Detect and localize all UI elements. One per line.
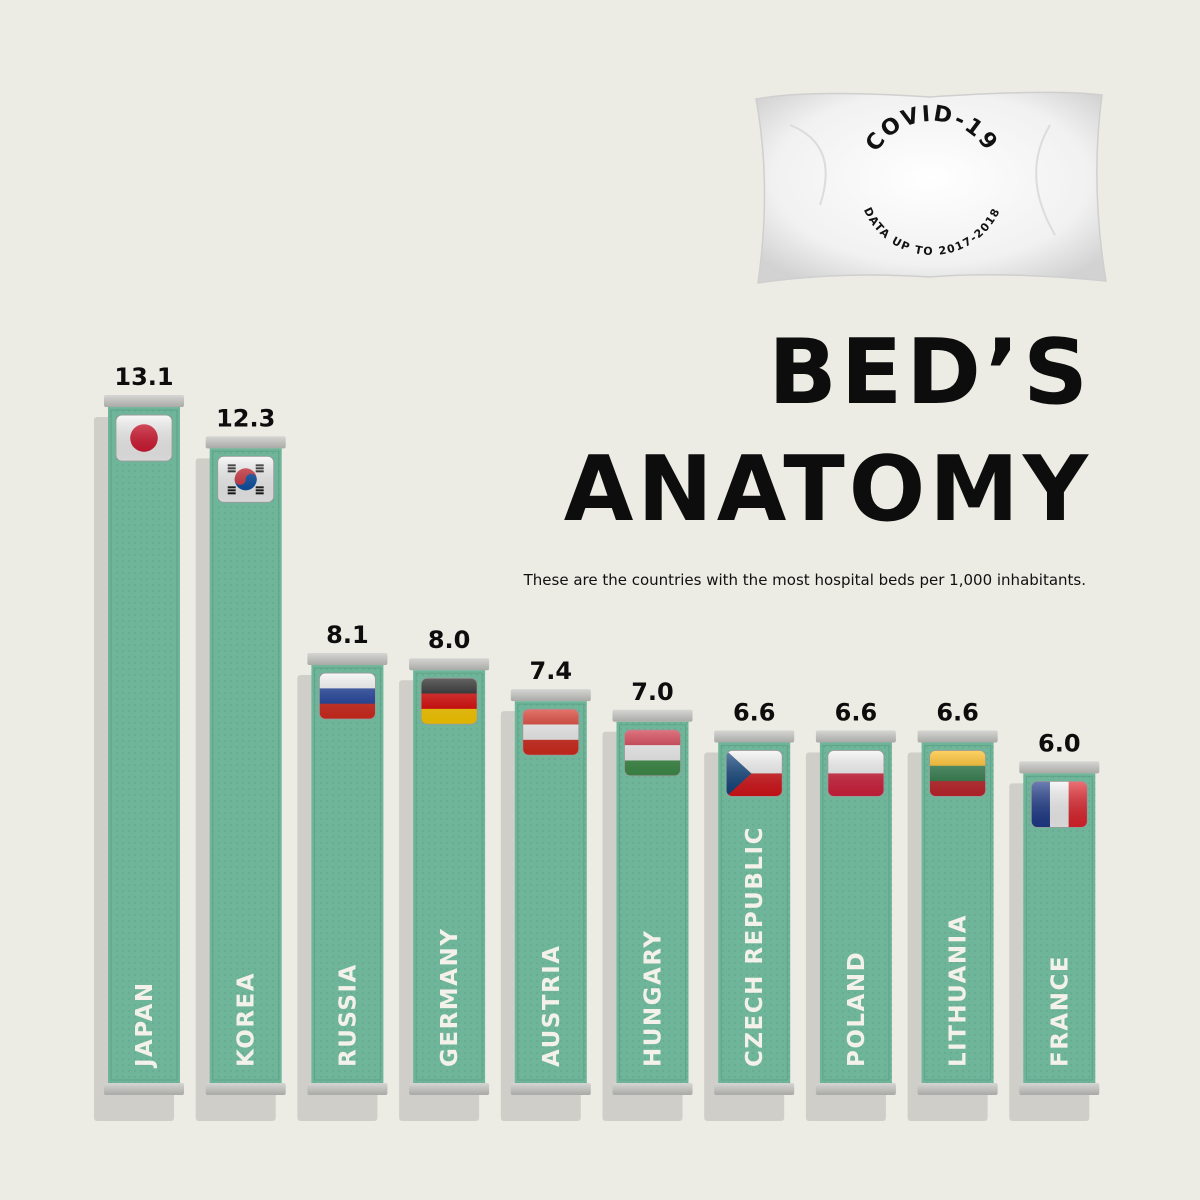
bar-value-label: 8.1 [326,621,369,649]
bar-category-label: HUNGARY [641,930,667,1067]
france-flag-icon [1030,781,1088,828]
bar-stitch [313,667,381,1081]
bar-rect [108,407,180,1083]
bar-japan: 13.1 JAPAN [94,363,184,1121]
bar-category-label: RUSSIA [335,963,361,1067]
bed-headboard [307,653,388,666]
page-subtitle: These are the countries with the most ho… [523,571,1086,589]
page-title-line-1: BED’S [768,320,1092,425]
japan-flag-icon [115,414,173,462]
bed-headboard [510,689,591,702]
bed-headboard [205,436,286,449]
bed-footboard [409,1083,490,1095]
bar-rect [718,742,791,1083]
bar-value-label: 6.6 [733,698,776,726]
bar-stitch [619,724,686,1081]
korea-flag-icon [217,455,275,503]
bar-stitch [110,409,178,1081]
bar-rect [311,665,384,1083]
bar-hungary: 7.0 HUNGARY [602,678,693,1121]
bed-headboard [815,730,896,743]
bar-czech-republic: 6.6 CZECH REPUBLIC [704,698,795,1121]
bar-value-label: 13.1 [114,363,173,391]
bed-footboard [307,1083,388,1095]
bed-headboard [409,658,490,671]
bar-category-label: GERMANY [437,928,463,1067]
bed-headboard [714,730,795,743]
bar-category-label: FRANCE [1047,955,1073,1067]
bar-russia: 8.1 RUSSIA [297,621,388,1121]
bed-headboard [104,395,184,408]
bed-footboard [1019,1083,1100,1095]
bar-category-label: CZECH REPUBLIC [742,826,768,1067]
germany-flag-icon [420,677,478,725]
bar-rect [616,721,689,1083]
hungary-flag-icon [624,729,681,777]
bar-austria: 7.4 AUSTRIA [500,657,591,1121]
bar-rect [921,742,994,1083]
bar-rect [819,742,892,1083]
austria-flag-icon [522,708,580,756]
bar-stitch [415,672,483,1081]
bar-value-label: 12.3 [216,404,275,432]
bar-stitch [924,744,992,1081]
bar-stitch [822,744,890,1081]
bar-value-label: 8.0 [428,626,471,654]
bed-footboard [104,1083,184,1095]
russia-flag-icon [318,672,376,720]
lithuania-flag-icon [929,750,986,797]
bar-rect [413,670,486,1083]
bar-rect [514,701,587,1083]
bed-headboard [612,709,693,722]
bar-category-label: LITHUANIA [946,914,972,1067]
bar-germany: 8.0 GERMANY [399,626,490,1121]
bar-value-label: 7.4 [530,657,573,685]
bed-footboard [714,1083,795,1095]
bar-category-label: KOREA [234,972,260,1067]
bar-lithuania: 6.6 LITHUANIA [907,698,998,1121]
bar-stitch [212,450,280,1081]
bar-value-label: 6.6 [936,698,979,726]
bed-headboard [1019,761,1100,774]
bar-category-label: AUSTRIA [539,944,565,1067]
bar-poland: 6.6 POLAND [805,698,896,1121]
poland-flag-icon [827,750,885,797]
bed-footboard [815,1083,896,1095]
covid-pillow: COVID-19 DATA UP TO 2017-2018 [755,91,1107,284]
bed-headboard [917,730,998,743]
bar-value-label: 7.0 [631,678,674,706]
bar-france: 6.0 FRANCE [1009,729,1100,1121]
bed-footboard [205,1083,286,1095]
bar-value-label: 6.6 [835,698,878,726]
bed-footboard [917,1083,998,1095]
czech-flag-icon [725,750,783,797]
bar-stitch [720,744,788,1081]
bar-category-label: POLAND [844,951,870,1067]
bar-stitch [1025,775,1093,1081]
bar-rect [209,448,282,1083]
bar-category-label: JAPAN [132,981,158,1069]
bar-korea: 12.3 KOREA [195,404,286,1121]
bar-stitch [517,703,585,1081]
page-title-line-2: ANATOMY [563,437,1092,542]
bar-value-label: 6.0 [1038,729,1081,757]
bed-footboard [510,1083,591,1095]
bed-footboard [612,1083,693,1095]
